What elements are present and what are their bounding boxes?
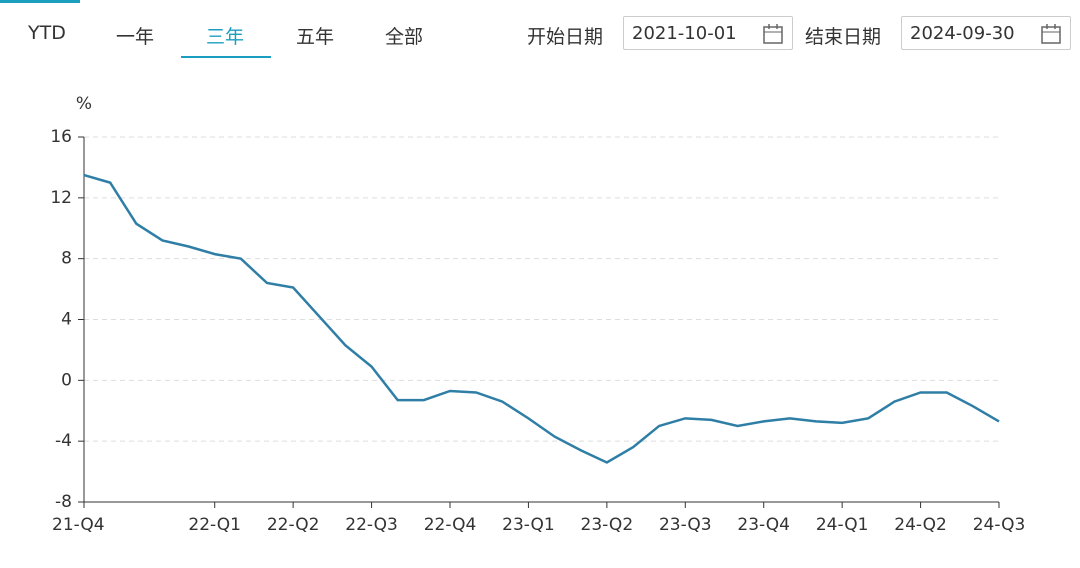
y-tick-label: -8 xyxy=(55,492,72,512)
end-label: 结束日期 xyxy=(805,26,882,48)
x-tick-label: 23-Q3 xyxy=(659,515,712,535)
x-tick-label: 23-Q1 xyxy=(502,515,555,535)
calendar-icon[interactable] xyxy=(762,23,784,45)
x-tick-label: 24-Q1 xyxy=(816,515,869,535)
y-tick-label: 4 xyxy=(61,310,72,330)
x-tick-label: 22-Q4 xyxy=(424,515,477,535)
y-tick-label: 12 xyxy=(50,188,72,208)
y-tick-label: 16 xyxy=(50,127,72,147)
tab[interactable]: 一年 xyxy=(116,26,155,48)
y-unit: % xyxy=(76,94,92,114)
y-tick-label: -4 xyxy=(55,431,72,451)
x-tick-label: 24-Q3 xyxy=(973,515,1026,535)
x-tick-label: 22-Q3 xyxy=(345,515,398,535)
x-tick-label: 21-Q4 xyxy=(52,515,105,535)
start-input[interactable]: 2021-10-01 xyxy=(623,16,793,50)
x-tick-label: 24-Q2 xyxy=(894,515,947,535)
tab[interactable]: 五年 xyxy=(296,26,335,48)
tab[interactable]: 三年 xyxy=(206,26,245,48)
y-tick-label: 8 xyxy=(61,249,72,269)
start-label: 开始日期 xyxy=(527,26,604,48)
x-tick-label: 22-Q2 xyxy=(267,515,320,535)
top-bar xyxy=(0,0,80,3)
x-tick-label: 23-Q2 xyxy=(581,515,634,535)
x-tick-label: 23-Q4 xyxy=(737,515,790,535)
calendar-icon[interactable] xyxy=(1040,23,1062,45)
line xyxy=(83,173,1000,464)
tab-underline xyxy=(181,56,271,58)
start-date: 2021-10-01 xyxy=(632,23,737,44)
y-tick-label: 0 xyxy=(61,370,72,390)
tab[interactable]: 全部 xyxy=(385,26,424,48)
end-date: 2024-09-30 xyxy=(910,23,1015,44)
tab[interactable]: YTD xyxy=(28,22,66,44)
x-tick-label: 22-Q1 xyxy=(188,515,241,535)
end-input[interactable]: 2024-09-30 xyxy=(901,16,1071,50)
